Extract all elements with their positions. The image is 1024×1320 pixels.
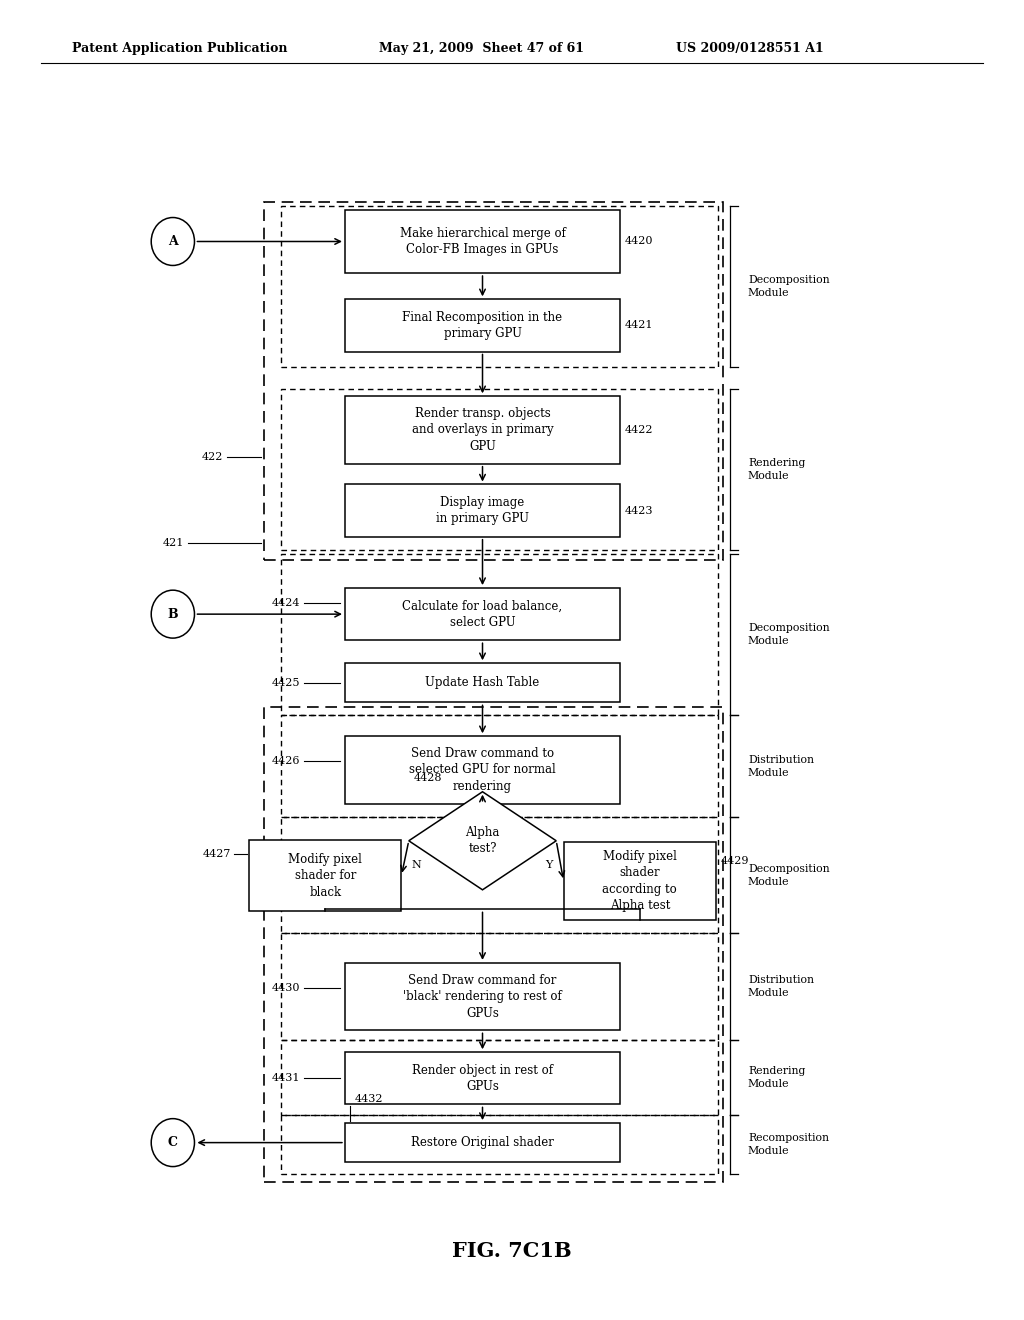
Text: 4424: 4424: [272, 598, 301, 609]
Text: Decomposition
Module: Decomposition Module: [748, 863, 829, 887]
Text: May 21, 2009  Sheet 47 of 61: May 21, 2009 Sheet 47 of 61: [379, 42, 584, 55]
Text: Distribution
Module: Distribution Module: [748, 975, 814, 998]
Text: A: A: [168, 235, 178, 248]
Text: Display image
in primary GPU: Display image in primary GPU: [436, 496, 529, 525]
Bar: [345, 1052, 621, 1105]
Text: FIG. 7C1B: FIG. 7C1B: [453, 1241, 571, 1261]
Bar: [281, 1040, 719, 1115]
Bar: [345, 210, 621, 273]
Bar: [281, 206, 719, 367]
Text: Update Hash Table: Update Hash Table: [425, 676, 540, 689]
Text: US 2009/0128551 A1: US 2009/0128551 A1: [676, 42, 823, 55]
Text: 421: 421: [162, 539, 183, 548]
Text: Rendering
Module: Rendering Module: [748, 1067, 805, 1089]
Bar: [281, 933, 719, 1040]
Text: Recomposition
Module: Recomposition Module: [748, 1133, 829, 1156]
Bar: [249, 841, 401, 911]
Text: 422: 422: [202, 453, 223, 462]
Text: 4429: 4429: [721, 857, 750, 866]
Bar: [345, 737, 621, 804]
Text: Restore Original shader: Restore Original shader: [411, 1137, 554, 1150]
Text: 4423: 4423: [625, 506, 653, 516]
Text: Rendering
Module: Rendering Module: [748, 458, 805, 480]
Text: 4425: 4425: [272, 677, 301, 688]
Text: 4431: 4431: [272, 1073, 301, 1084]
Text: 4427: 4427: [203, 849, 231, 859]
Text: Send Draw command to
selected GPU for normal
rendering: Send Draw command to selected GPU for no…: [410, 747, 556, 793]
Text: Modify pixel
shader
according to
Alpha test: Modify pixel shader according to Alpha t…: [602, 850, 677, 912]
Polygon shape: [409, 792, 556, 890]
Text: Decomposition
Module: Decomposition Module: [748, 275, 829, 298]
Text: Alpha
test?: Alpha test?: [465, 826, 500, 855]
Bar: [345, 587, 621, 640]
Text: Distribution
Module: Distribution Module: [748, 755, 814, 777]
Text: 4421: 4421: [625, 321, 653, 330]
Bar: [563, 842, 716, 920]
Text: N: N: [412, 859, 422, 870]
Text: 4430: 4430: [272, 983, 301, 993]
Text: Patent Application Publication: Patent Application Publication: [72, 42, 287, 55]
Text: Make hierarchical merge of
Color-FB Images in GPUs: Make hierarchical merge of Color-FB Imag…: [399, 227, 565, 256]
Text: Calculate for load balance,
select GPU: Calculate for load balance, select GPU: [402, 599, 562, 628]
Text: 4426: 4426: [272, 756, 301, 766]
Text: Decomposition
Module: Decomposition Module: [748, 623, 829, 647]
Text: Render transp. objects
and overlays in primary
GPU: Render transp. objects and overlays in p…: [412, 407, 553, 453]
Text: 4422: 4422: [625, 425, 653, 436]
Bar: [345, 1123, 621, 1162]
Bar: [264, 706, 723, 1181]
Text: B: B: [168, 607, 178, 620]
Text: Final Recomposition in the
primary GPU: Final Recomposition in the primary GPU: [402, 310, 562, 341]
Bar: [345, 396, 621, 463]
Bar: [345, 300, 621, 351]
Bar: [281, 388, 719, 550]
Text: Y: Y: [545, 859, 552, 870]
Bar: [264, 202, 723, 560]
Text: 4432: 4432: [354, 1094, 383, 1105]
Bar: [281, 554, 719, 715]
Bar: [345, 962, 621, 1031]
Text: Render object in rest of
GPUs: Render object in rest of GPUs: [412, 1064, 553, 1093]
Text: 4428: 4428: [414, 774, 442, 783]
Text: Modify pixel
shader for
black: Modify pixel shader for black: [289, 853, 362, 899]
Text: Send Draw command for
'black' rendering to rest of
GPUs: Send Draw command for 'black' rendering …: [403, 974, 562, 1019]
Bar: [345, 663, 621, 702]
Text: C: C: [168, 1137, 178, 1150]
Bar: [281, 1115, 719, 1175]
Bar: [345, 484, 621, 537]
Bar: [281, 715, 719, 817]
Text: 4420: 4420: [625, 236, 653, 247]
Bar: [281, 817, 719, 933]
